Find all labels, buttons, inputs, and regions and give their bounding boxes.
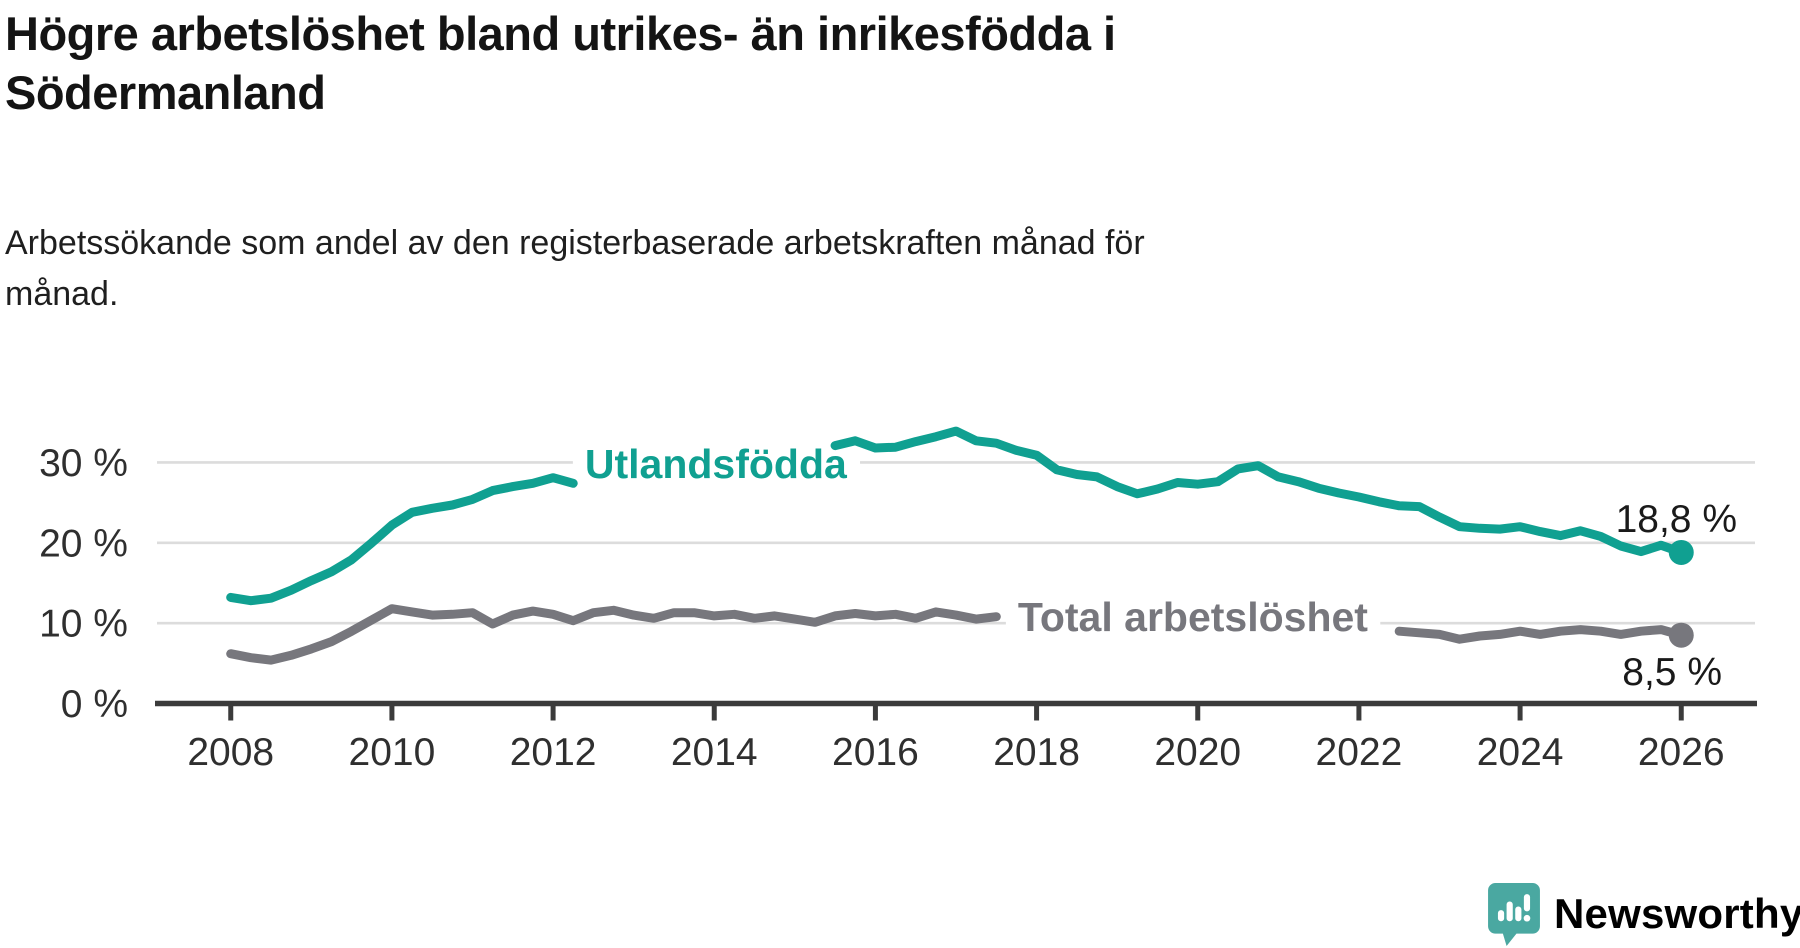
bar-chart-glyph [1497, 893, 1531, 922]
series-label-total: Total arbetslöshet [1018, 594, 1368, 640]
subtitle-line-2: månad. [5, 275, 119, 313]
newsworthy-icon [1488, 882, 1540, 946]
title-line-2: Södermanland [5, 66, 326, 119]
series-label-mask [572, 435, 861, 494]
y-tick-label: 10 % [39, 603, 128, 646]
subtitle-line-1: Arbetssökande som andel av den registerb… [5, 224, 1145, 262]
x-tick-label: 2018 [993, 731, 1080, 774]
newsworthy-wordmark: Newsworthy [1554, 890, 1800, 937]
series-label-utlandsfodda: Utlandsfödda [585, 441, 848, 487]
y-tick-label: 20 % [39, 522, 128, 565]
series-end-dot-total-arbetsloshet [1668, 622, 1694, 648]
series-label-mask [1005, 587, 1381, 646]
x-tick-label: 2012 [510, 731, 597, 774]
series-line-total-arbetsloshet [226, 604, 1686, 665]
end-value-label-total: 8,5 % [1622, 651, 1722, 694]
x-tick-label: 2024 [1477, 731, 1564, 774]
x-tick-label: 2008 [187, 731, 274, 774]
chart-subtitle: Arbetssökande som andel av den registerb… [5, 218, 1145, 320]
x-tick-label: 2016 [832, 731, 919, 774]
x-tick-label: 2022 [1316, 731, 1403, 774]
y-tick-label: 0 % [61, 683, 128, 726]
title-line-1: Högre arbetslöshet bland utrikes- än inr… [5, 7, 1116, 60]
newsworthy-logo: Newsworthy [1488, 882, 1800, 946]
end-value-label-utlandsfodda: 18,8 % [1616, 498, 1737, 541]
x-tick-label: 2026 [1638, 731, 1725, 774]
y-tick-label: 30 % [39, 442, 128, 485]
series-end-dot-utlandsfodda [1668, 539, 1694, 565]
series-line-utlandsfodda [226, 426, 1686, 606]
x-tick-label: 2020 [1154, 731, 1241, 774]
page-title: Högre arbetslöshet bland utrikes- än inr… [5, 4, 1116, 122]
x-tick-label: 2010 [349, 731, 436, 774]
x-tick-label: 2014 [671, 731, 758, 774]
